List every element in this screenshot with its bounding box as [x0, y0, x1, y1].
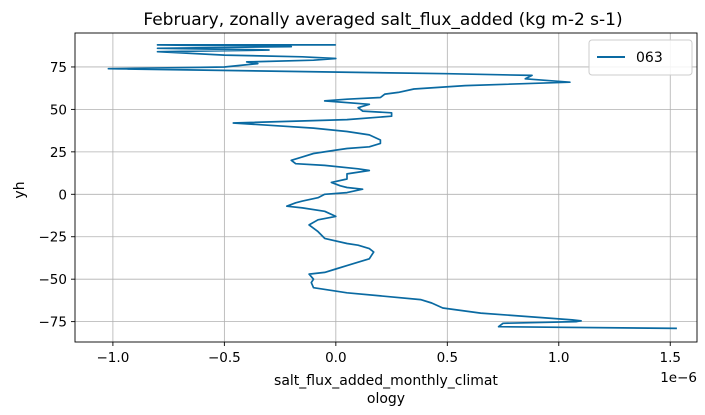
- y-tick-label: 25: [50, 145, 67, 161]
- x-tick-label: 0.5: [437, 350, 458, 366]
- series-line-group: [107, 44, 677, 330]
- x-tick-label: −0.5: [208, 350, 241, 366]
- y-tick-label: 75: [50, 60, 67, 76]
- x-tick-label: 1.0: [548, 350, 569, 366]
- x-tick-label: 0.0: [325, 350, 346, 366]
- y-tick-label: 0: [58, 187, 67, 203]
- series-line-063: [107, 44, 677, 330]
- x-axis-scale-note: 1e−6: [660, 370, 697, 386]
- y-tick-label: 50: [50, 102, 67, 118]
- x-tick-label: −1.0: [97, 350, 130, 366]
- chart-title: February, zonally averaged salt_flux_add…: [143, 10, 622, 30]
- y-tick-label: −50: [39, 272, 68, 288]
- x-tick-label: 1.5: [660, 350, 681, 366]
- legend-label: 063: [636, 50, 663, 66]
- y-axis-ticks: −75 −50 −25 0 25 50 75: [39, 60, 75, 331]
- y-tick-label: −25: [39, 230, 68, 246]
- legend: 063: [588, 39, 693, 76]
- y-axis-label: yh: [12, 181, 28, 198]
- x-axis-ticks: −1.0 −0.5 0.0 0.5 1.0 1.5: [97, 342, 681, 366]
- x-axis-label-line-2: ology: [367, 391, 405, 407]
- plot-frame: [74, 32, 698, 343]
- y-tick-label: −75: [39, 315, 68, 331]
- x-axis-label-line-1: salt_flux_added_monthly_climat: [274, 373, 498, 389]
- legend-box: [588, 39, 693, 76]
